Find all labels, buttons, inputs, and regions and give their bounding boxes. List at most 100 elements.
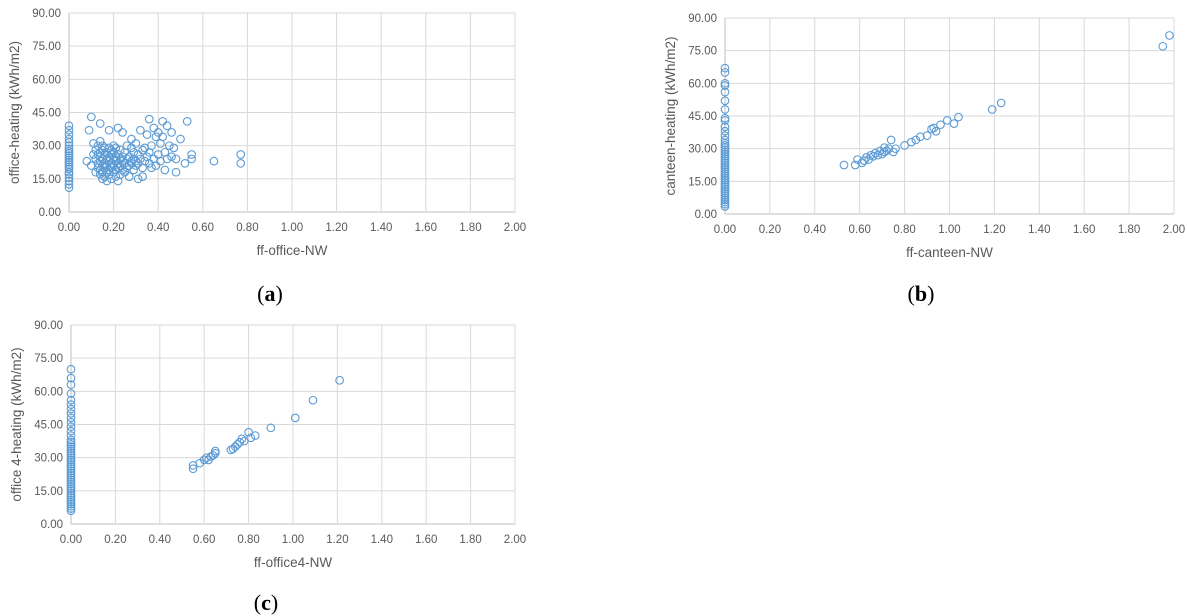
data-point [66,484,76,493]
data-point [210,448,220,458]
data-point [66,426,76,436]
data-point [107,150,116,159]
data-point [66,488,76,498]
data-point [64,125,74,135]
data-point [720,186,730,196]
data-point [100,150,110,159]
data-point [886,135,896,145]
y-tick-label: 75.00 [34,353,63,365]
data-point [66,409,76,418]
data-point [171,167,181,177]
data-point [102,154,112,164]
data-point [210,446,220,456]
data-point [66,466,76,476]
data-point [335,375,344,385]
data-point [131,139,141,148]
data-point [66,364,76,374]
data-point [118,156,127,166]
data-point [165,141,174,151]
data-point [95,119,105,128]
data-point [720,141,730,150]
data-point [64,151,74,160]
data-point [95,136,105,146]
data-point [949,119,959,128]
data-point [162,121,172,131]
data-point [720,171,730,181]
data-point [66,446,76,456]
data-point [66,490,76,500]
y-tick-label: 15.00 [34,486,63,498]
y-tick-label: 60.00 [32,74,61,86]
data-point [100,159,110,168]
data-point [162,154,172,164]
x-tick-label: 1.40 [1028,224,1050,236]
data-point [900,141,909,150]
data-point [720,149,730,159]
x-tick-label: 1.60 [1073,224,1095,236]
data-point [66,400,76,409]
data-point [66,395,76,405]
y-tick-label: 15.00 [32,174,61,186]
data-point [199,455,209,465]
y-tick-label: 0.00 [695,209,717,221]
y-tick-label: 45.00 [34,420,63,432]
data-point [64,157,74,167]
y-tick-label: 90.00 [688,13,717,25]
data-point [66,437,76,447]
y-tick-label: 90.00 [32,8,61,20]
data-point [64,162,74,172]
data-point [873,150,883,160]
data-point [109,154,118,164]
data-point [66,493,76,502]
data-point [64,173,74,183]
data-point [839,160,849,170]
data-point [720,113,730,123]
data-point [66,471,76,480]
data-point [871,148,880,158]
data-point [86,112,96,122]
data-point [64,164,74,174]
data-point [66,435,76,445]
x-tick-label: 0.00 [60,534,82,546]
data-point [720,182,730,192]
x-tick-label: 0.80 [237,534,259,546]
data-point [64,121,74,131]
data-point [107,163,116,173]
data-point [891,144,900,154]
data-point [244,427,253,437]
data-point [720,122,730,132]
data-point [111,172,121,181]
data-point [720,167,730,176]
data-point [151,161,161,170]
y-axis-title: office-heating (kWh/m2) [7,41,22,184]
data-point [66,497,76,507]
x-tick-label: 0.40 [147,222,169,234]
x-tick-label: 2.00 [1163,224,1185,236]
data-point [127,134,136,144]
data-point [64,176,74,186]
data-point [290,413,300,423]
data-point [136,125,145,135]
data-point [208,451,218,460]
y-tick-label: 75.00 [688,46,717,58]
data-point [91,145,101,155]
data-point [720,165,730,174]
data-point [66,389,76,398]
data-point [98,161,107,170]
data-point [66,477,76,487]
x-tick-label: 1.20 [325,222,347,234]
data-point [133,174,143,184]
data-point [66,468,76,478]
data-point [720,169,730,179]
x-tick-label: 0.40 [804,224,826,236]
data-point [180,159,190,168]
data-point [107,145,116,155]
x-tick-label: 1.60 [415,222,437,234]
data-point [236,150,246,159]
data-point [266,423,276,433]
data-point [133,150,143,159]
data-point [109,161,118,170]
data-point [720,63,730,73]
data-point [720,126,730,136]
data-point [113,159,123,168]
